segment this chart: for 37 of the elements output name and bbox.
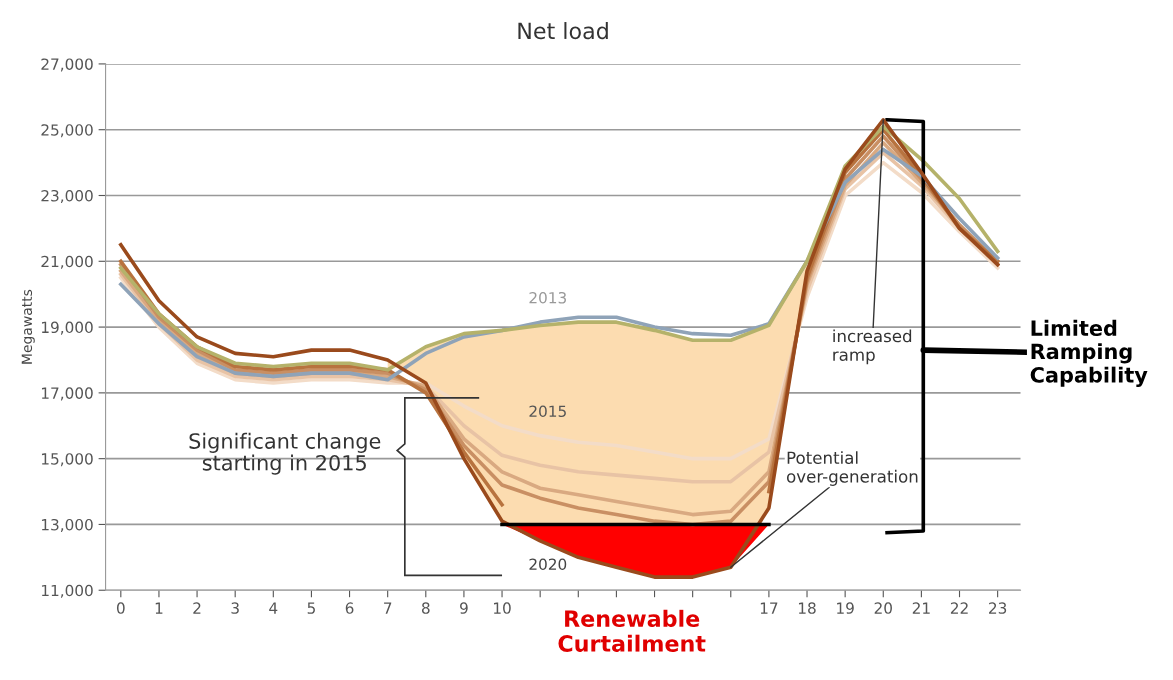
x-tick-label: 18 <box>798 602 816 614</box>
x-tick-label: 22 <box>950 602 968 614</box>
annotation: increased ramp <box>833 329 912 365</box>
y-tick-label: 11,000 <box>41 584 93 598</box>
x-tick-label: 0 <box>116 602 125 614</box>
x-tick-label: 3 <box>231 602 239 614</box>
annotation: Significant change starting in 2015 <box>189 432 381 475</box>
chart-title: Net load <box>518 22 608 40</box>
x-tick-label: 17 <box>760 602 778 614</box>
x-tick-label: 23 <box>989 602 1007 614</box>
text: Renewable Curtailment <box>558 609 706 652</box>
y-tick-label: 13,000 <box>41 518 93 533</box>
series-label: 2015 <box>529 405 566 418</box>
series-label: 2020 <box>529 558 567 570</box>
x-tick-label: 8 <box>421 602 430 614</box>
y-tick-label: 25,000 <box>41 124 93 138</box>
y-tick-label: 21,000 <box>41 255 93 269</box>
y-tick-label: 27,000 <box>41 58 93 72</box>
x-tick-label: 7 <box>384 602 392 614</box>
x-tick-label: 4 <box>269 602 278 614</box>
y-tick-label: 15,000 <box>41 453 93 467</box>
y-tick-label: 19,000 <box>41 321 93 335</box>
y-tick-label: 17,000 <box>41 387 93 401</box>
x-tick-label: 2 <box>193 602 201 614</box>
x-tick-label: 19 <box>837 602 854 614</box>
x-tick-label: 21 <box>912 602 930 614</box>
series-label: 2013 <box>529 292 567 304</box>
x-tick-label: 6 <box>345 602 354 614</box>
x-tick-label: 20 <box>874 602 892 614</box>
annotation: Potential over-generation <box>786 451 918 486</box>
x-tick-label: 9 <box>460 602 468 614</box>
x-tick-label: 10 <box>494 602 511 614</box>
y-tick-label: 23,000 <box>41 189 93 204</box>
y-axis-title: Megawatts <box>21 289 35 364</box>
x-tick-label: 5 <box>307 602 315 614</box>
x-tick-label: 1 <box>155 602 163 614</box>
text: Limited Ramping Capability <box>1030 319 1148 387</box>
